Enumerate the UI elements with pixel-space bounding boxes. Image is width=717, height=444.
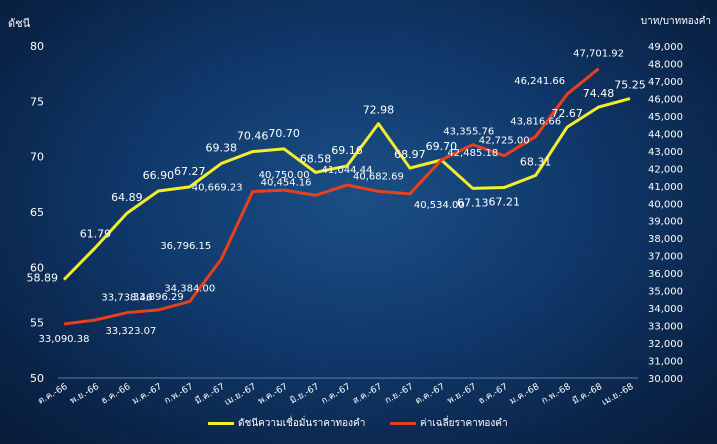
right-tick-label: 45,000 [648, 112, 683, 123]
x-tick-label: มิ.ย.-67 [288, 381, 321, 406]
x-tick-label: ก.พ.-68 [540, 382, 573, 407]
right-tick-label: 32,000 [648, 339, 683, 350]
left-axis-title: ดัชนี [8, 17, 31, 30]
right-tick-label: 47,000 [648, 77, 683, 88]
right-tick-label: 40,000 [648, 199, 683, 210]
right-tick-label: 38,000 [648, 234, 683, 245]
data-label-price: 33,896.29 [133, 292, 184, 303]
data-label-price: 36,796.15 [160, 241, 211, 252]
data-label-index: 67.27 [174, 165, 206, 178]
data-label-index: 67.21 [488, 196, 520, 209]
data-label-index: 67.13 [457, 196, 489, 209]
left-tick-label: 60 [30, 261, 44, 274]
right-tick-label: 36,000 [648, 269, 683, 280]
legend-item-price: ค่าเฉลี่ยราคาทองคำ [390, 416, 508, 431]
x-tick-label: ต.ค.-67 [414, 382, 447, 407]
data-label-index: 75.25 [614, 79, 646, 92]
x-tick-label: ต.ค.-66 [37, 382, 70, 407]
x-tick-label: เม.ย.-67 [223, 382, 258, 408]
data-label-price: 40,534.00 [414, 200, 465, 211]
left-tick-label: 75 [30, 95, 44, 108]
right-tick-label: 46,000 [648, 94, 683, 105]
data-label-price: 40,454.16 [261, 177, 312, 188]
x-tick-label: ส.ค.-67 [351, 382, 384, 407]
data-label-index: 74.48 [583, 87, 615, 100]
data-label-index: 69.70 [426, 140, 458, 153]
right-tick-label: 41,000 [648, 182, 683, 193]
data-label-index: 70.70 [268, 127, 300, 140]
x-tick-label: ม.ค.-68 [508, 382, 541, 407]
x-tick-label: พ.ค.-67 [257, 382, 290, 407]
data-label-index: 68.31 [520, 155, 552, 168]
data-label-price: 43,816.66 [510, 117, 561, 128]
data-label-price: 43,355.76 [443, 127, 494, 138]
legend-item-index: ดัชนีความเชื่อมั่นราคาทองคำ [208, 416, 365, 431]
x-tick-label: ก.ย.-67 [383, 382, 415, 406]
right-tick-label: 31,000 [648, 357, 683, 368]
data-label-index: 66.90 [143, 169, 175, 182]
data-label-price: 33,738.46 [101, 293, 152, 304]
right-tick-label: 39,000 [648, 217, 683, 228]
data-label-price: 40,682.69 [353, 171, 404, 182]
data-label-index: 68.58 [300, 152, 332, 165]
left-tick-label: 55 [30, 317, 44, 330]
right-tick-label: 42,000 [648, 164, 683, 175]
data-label-price: 42,485.18 [447, 148, 498, 159]
data-label-index: 69.16 [331, 144, 363, 157]
series-line-price [63, 67, 600, 326]
data-label-price: 46,241.66 [514, 76, 565, 87]
series-line-index [62, 97, 631, 281]
data-label-price: 34,384.00 [164, 283, 215, 294]
legend-swatch-index [208, 422, 234, 425]
right-tick-label: 34,000 [648, 304, 683, 315]
left-tick-label: 70 [30, 151, 44, 164]
right-tick-label: 37,000 [648, 252, 683, 263]
data-label-index: 69.38 [205, 142, 237, 155]
data-label-price: 47,701.92 [573, 49, 624, 60]
data-label-index: 72.98 [363, 104, 395, 117]
x-tick-label: เม.ย.-68 [600, 382, 635, 408]
legend: ดัชนีความเชื่อมั่นราคาทองคำ ค่าเฉลี่ยราค… [0, 416, 717, 436]
left-tick-label: 50 [30, 372, 44, 385]
data-label-index: 70.46 [237, 130, 269, 143]
x-tick-label: ก.ค.-67 [320, 382, 353, 407]
data-label-index: 61.79 [80, 228, 112, 241]
x-tick-label: พ.ย.-66 [69, 382, 102, 407]
data-label-price: 33,090.38 [39, 334, 90, 345]
legend-label-price: ค่าเฉลี่ยราคาทองคำ [420, 418, 508, 429]
x-tick-label: พ.ย.-67 [446, 382, 478, 406]
right-axis-title: บาท/บาททองคำ [640, 16, 711, 27]
right-tick-label: 33,000 [648, 322, 683, 333]
data-label-index: 68.97 [394, 148, 426, 161]
x-tick-label: ก.พ.-67 [163, 382, 196, 407]
data-label-index: 58.89 [27, 272, 59, 285]
legend-label-index: ดัชนีความเชื่อมั่นราคาทองคำ [238, 418, 366, 429]
data-label-price: 40,750.00 [259, 170, 310, 181]
right-tick-label: 48,000 [648, 59, 683, 70]
data-label-index: 72.67 [551, 107, 583, 120]
right-tick-label: 30,000 [648, 374, 683, 385]
left-tick-label: 65 [30, 206, 44, 219]
x-tick-label: มี.ค.-68 [571, 381, 605, 407]
right-tick-label: 44,000 [648, 129, 683, 140]
right-tick-label: 43,000 [648, 147, 683, 158]
right-tick-label: 35,000 [648, 287, 683, 298]
data-label-price: 40,669.23 [192, 183, 243, 194]
left-tick-label: 80 [30, 40, 44, 53]
data-label-index: 64.89 [111, 191, 143, 204]
data-label-price: 33,323.07 [105, 326, 156, 337]
x-tick-label: ม.ค.-67 [131, 382, 164, 407]
data-label-price: 41,044.44 [322, 165, 373, 176]
x-tick-label: ธ.ค.-66 [100, 382, 133, 407]
x-tick-label: ธ.ค.-67 [477, 382, 510, 407]
right-tick-label: 49,000 [648, 42, 683, 53]
legend-swatch-price [390, 422, 416, 425]
x-tick-label: มี.ค.-67 [193, 381, 227, 407]
data-label-price: 42,725.00 [479, 136, 530, 147]
